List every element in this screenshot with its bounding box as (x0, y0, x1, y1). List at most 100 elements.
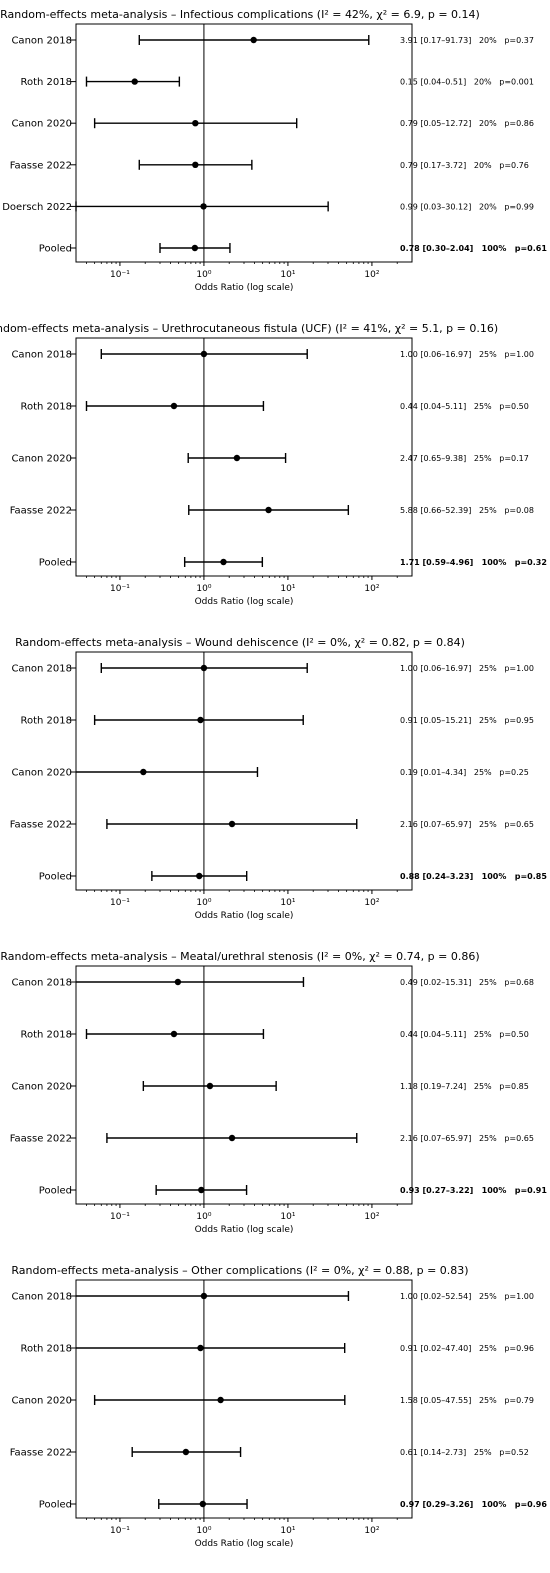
study-label: Roth 2018 (20, 1030, 72, 1041)
study-label: Faasse 2022 (10, 1448, 72, 1459)
study-label: Pooled (39, 244, 72, 255)
x-tick-label: 10¹ (280, 584, 295, 594)
chart-title: Random-effects meta-analysis – Meatal/ur… (0, 950, 479, 963)
x-tick-label: 10² (364, 1212, 379, 1222)
forest-plot-5: Random-effects meta-analysis – Other com… (10, 1264, 548, 1549)
forest-plot-1: Random-effects meta-analysis – Infectiou… (0, 8, 547, 293)
study-annotation: 1.00 [0.06–16.97] 25% p=1.00 (400, 664, 534, 673)
pooled-annotation: 0.78 [0.30–2.04] 100% p=0.61 (400, 244, 547, 253)
x-tick-label: 10¹ (280, 1526, 295, 1536)
study-label: Pooled (39, 558, 72, 569)
study-label: Roth 2018 (20, 716, 72, 727)
x-tick-label: 10¹ (280, 1212, 295, 1222)
plot-frame (75, 337, 413, 577)
study-label: Canon 2020 (11, 768, 72, 779)
study-label: Faasse 2022 (10, 820, 72, 831)
study-annotation: 0.44 [0.04–5.11] 25% p=0.50 (400, 1030, 529, 1039)
x-tick-label: 10⁰ (196, 1212, 211, 1222)
plot-frame (75, 1279, 413, 1519)
x-tick-label: 10² (364, 270, 379, 280)
study-annotation: 0.49 [0.02–15.31] 25% p=0.68 (400, 978, 534, 987)
study-annotation: 1.00 [0.06–16.97] 25% p=1.00 (400, 350, 534, 359)
point-estimate (200, 1292, 208, 1300)
pooled-annotation: 0.93 [0.27–3.22] 100% p=0.91 (400, 1186, 547, 1195)
study-label: Pooled (39, 1186, 72, 1197)
study-annotation: 0.99 [0.03–30.12] 20% p=0.99 (400, 202, 534, 211)
x-axis-label: Odds Ratio (log scale) (195, 283, 294, 293)
point-estimate (170, 402, 178, 410)
point-estimate (182, 1448, 190, 1456)
x-tick-label: 10⁻¹ (110, 270, 130, 280)
study-label: Roth 2018 (20, 77, 72, 88)
x-tick-label: 10² (364, 1526, 379, 1536)
x-axis-label: Odds Ratio (log scale) (195, 1539, 294, 1549)
study-annotation: 2.16 [0.07–65.97] 25% p=0.65 (400, 820, 534, 829)
point-estimate (199, 1500, 207, 1508)
chart-title: Random-effects meta-analysis – Wound deh… (15, 636, 465, 649)
x-axis-label: Odds Ratio (log scale) (195, 911, 294, 921)
x-tick-label: 10² (364, 898, 379, 908)
study-annotation: 1.00 [0.02–52.54] 25% p=1.00 (400, 1292, 534, 1301)
point-estimate (250, 36, 257, 44)
x-tick-label: 10¹ (280, 898, 295, 908)
point-estimate (220, 558, 227, 566)
pooled-annotation: 0.88 [0.24–3.23] 100% p=0.85 (400, 872, 547, 881)
x-axis-label: Odds Ratio (log scale) (195, 1225, 294, 1235)
pooled-annotation: 1.71 [0.59–4.96] 100% p=0.32 (400, 558, 547, 567)
study-label: Doersch 2022 (2, 202, 72, 213)
point-estimate (197, 1344, 204, 1352)
point-estimate (228, 1134, 236, 1142)
chart-title: Random-effects meta-analysis – Other com… (11, 1264, 468, 1277)
x-tick-label: 10¹ (280, 270, 295, 280)
study-label: Canon 2020 (11, 1082, 72, 1093)
study-annotation: 2.47 [0.65–9.38] 25% p=0.17 (400, 454, 529, 463)
point-estimate (233, 454, 241, 462)
study-annotation: 0.61 [0.14–2.73] 25% p=0.52 (400, 1448, 529, 1457)
study-label: Faasse 2022 (10, 160, 72, 171)
study-label: Roth 2018 (20, 1344, 72, 1355)
forest-plot-3: Random-effects meta-analysis – Wound deh… (10, 636, 548, 921)
study-annotation: 5.88 [0.66–52.39] 25% p=0.08 (400, 506, 534, 515)
study-annotation: 1.58 [0.05–47.55] 25% p=0.79 (400, 1396, 534, 1405)
study-label: Faasse 2022 (10, 506, 72, 517)
study-label: Canon 2018 (11, 664, 72, 675)
point-estimate (191, 244, 199, 252)
study-annotation: 0.79 [0.17–3.72] 20% p=0.76 (400, 161, 529, 170)
study-annotation: 3.91 [0.17–91.73] 20% p=0.37 (400, 36, 534, 45)
study-annotation: 1.18 [0.19–7.24] 25% p=0.85 (400, 1082, 529, 1091)
study-annotation: 0.79 [0.05–12.72] 20% p=0.86 (400, 119, 534, 128)
study-annotation: 0.91 [0.05–15.21] 25% p=0.95 (400, 716, 534, 725)
x-tick-label: 10⁻¹ (110, 1526, 130, 1536)
point-estimate (174, 978, 182, 986)
point-estimate (200, 203, 207, 210)
study-label: Pooled (39, 1500, 72, 1511)
point-estimate (196, 872, 203, 880)
study-label: Canon 2018 (11, 350, 72, 361)
forest-plot-4: Random-effects meta-analysis – Meatal/ur… (0, 950, 547, 1235)
study-label: Canon 2020 (11, 454, 72, 465)
point-estimate (228, 820, 236, 828)
study-label: Canon 2020 (11, 1396, 72, 1407)
x-tick-label: 10⁰ (196, 584, 211, 594)
plot-frame (75, 23, 413, 263)
study-annotation: 0.19 [0.01–4.34] 25% p=0.25 (400, 768, 529, 777)
chart-title: Random-effects meta-analysis – Infectiou… (0, 8, 480, 21)
study-annotation: 2.16 [0.07–65.97] 25% p=0.65 (400, 1134, 534, 1143)
study-label: Roth 2018 (20, 402, 72, 413)
study-annotation: 0.91 [0.02–47.40] 25% p=0.96 (400, 1344, 534, 1353)
point-estimate (192, 120, 199, 127)
x-tick-label: 10⁻¹ (110, 584, 130, 594)
x-tick-label: 10² (364, 584, 379, 594)
study-label: Pooled (39, 872, 72, 883)
point-estimate (131, 78, 138, 85)
x-tick-label: 10⁻¹ (110, 1212, 130, 1222)
study-label: Canon 2018 (11, 36, 72, 47)
study-label: Canon 2018 (11, 1292, 72, 1303)
point-estimate (192, 161, 199, 168)
pooled-annotation: 0.97 [0.29–3.26] 100% p=0.96 (400, 1500, 547, 1509)
point-estimate (206, 1082, 214, 1090)
study-annotation: 0.15 [0.04–0.51] 20% p=0.001 (400, 78, 534, 87)
point-estimate (200, 664, 208, 672)
x-tick-label: 10⁻¹ (110, 898, 130, 908)
